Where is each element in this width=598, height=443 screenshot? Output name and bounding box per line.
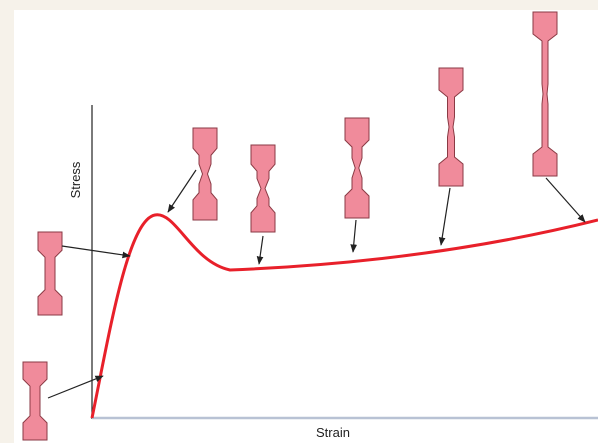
page: {"axes": {"y_label": "Stress", "x_label"… (0, 0, 598, 443)
y-axis-label: Stress (68, 161, 83, 198)
x-axis-label: Strain (316, 425, 350, 440)
stress-strain-diagram: Stress Strain (0, 0, 598, 443)
plot-background (14, 10, 598, 443)
